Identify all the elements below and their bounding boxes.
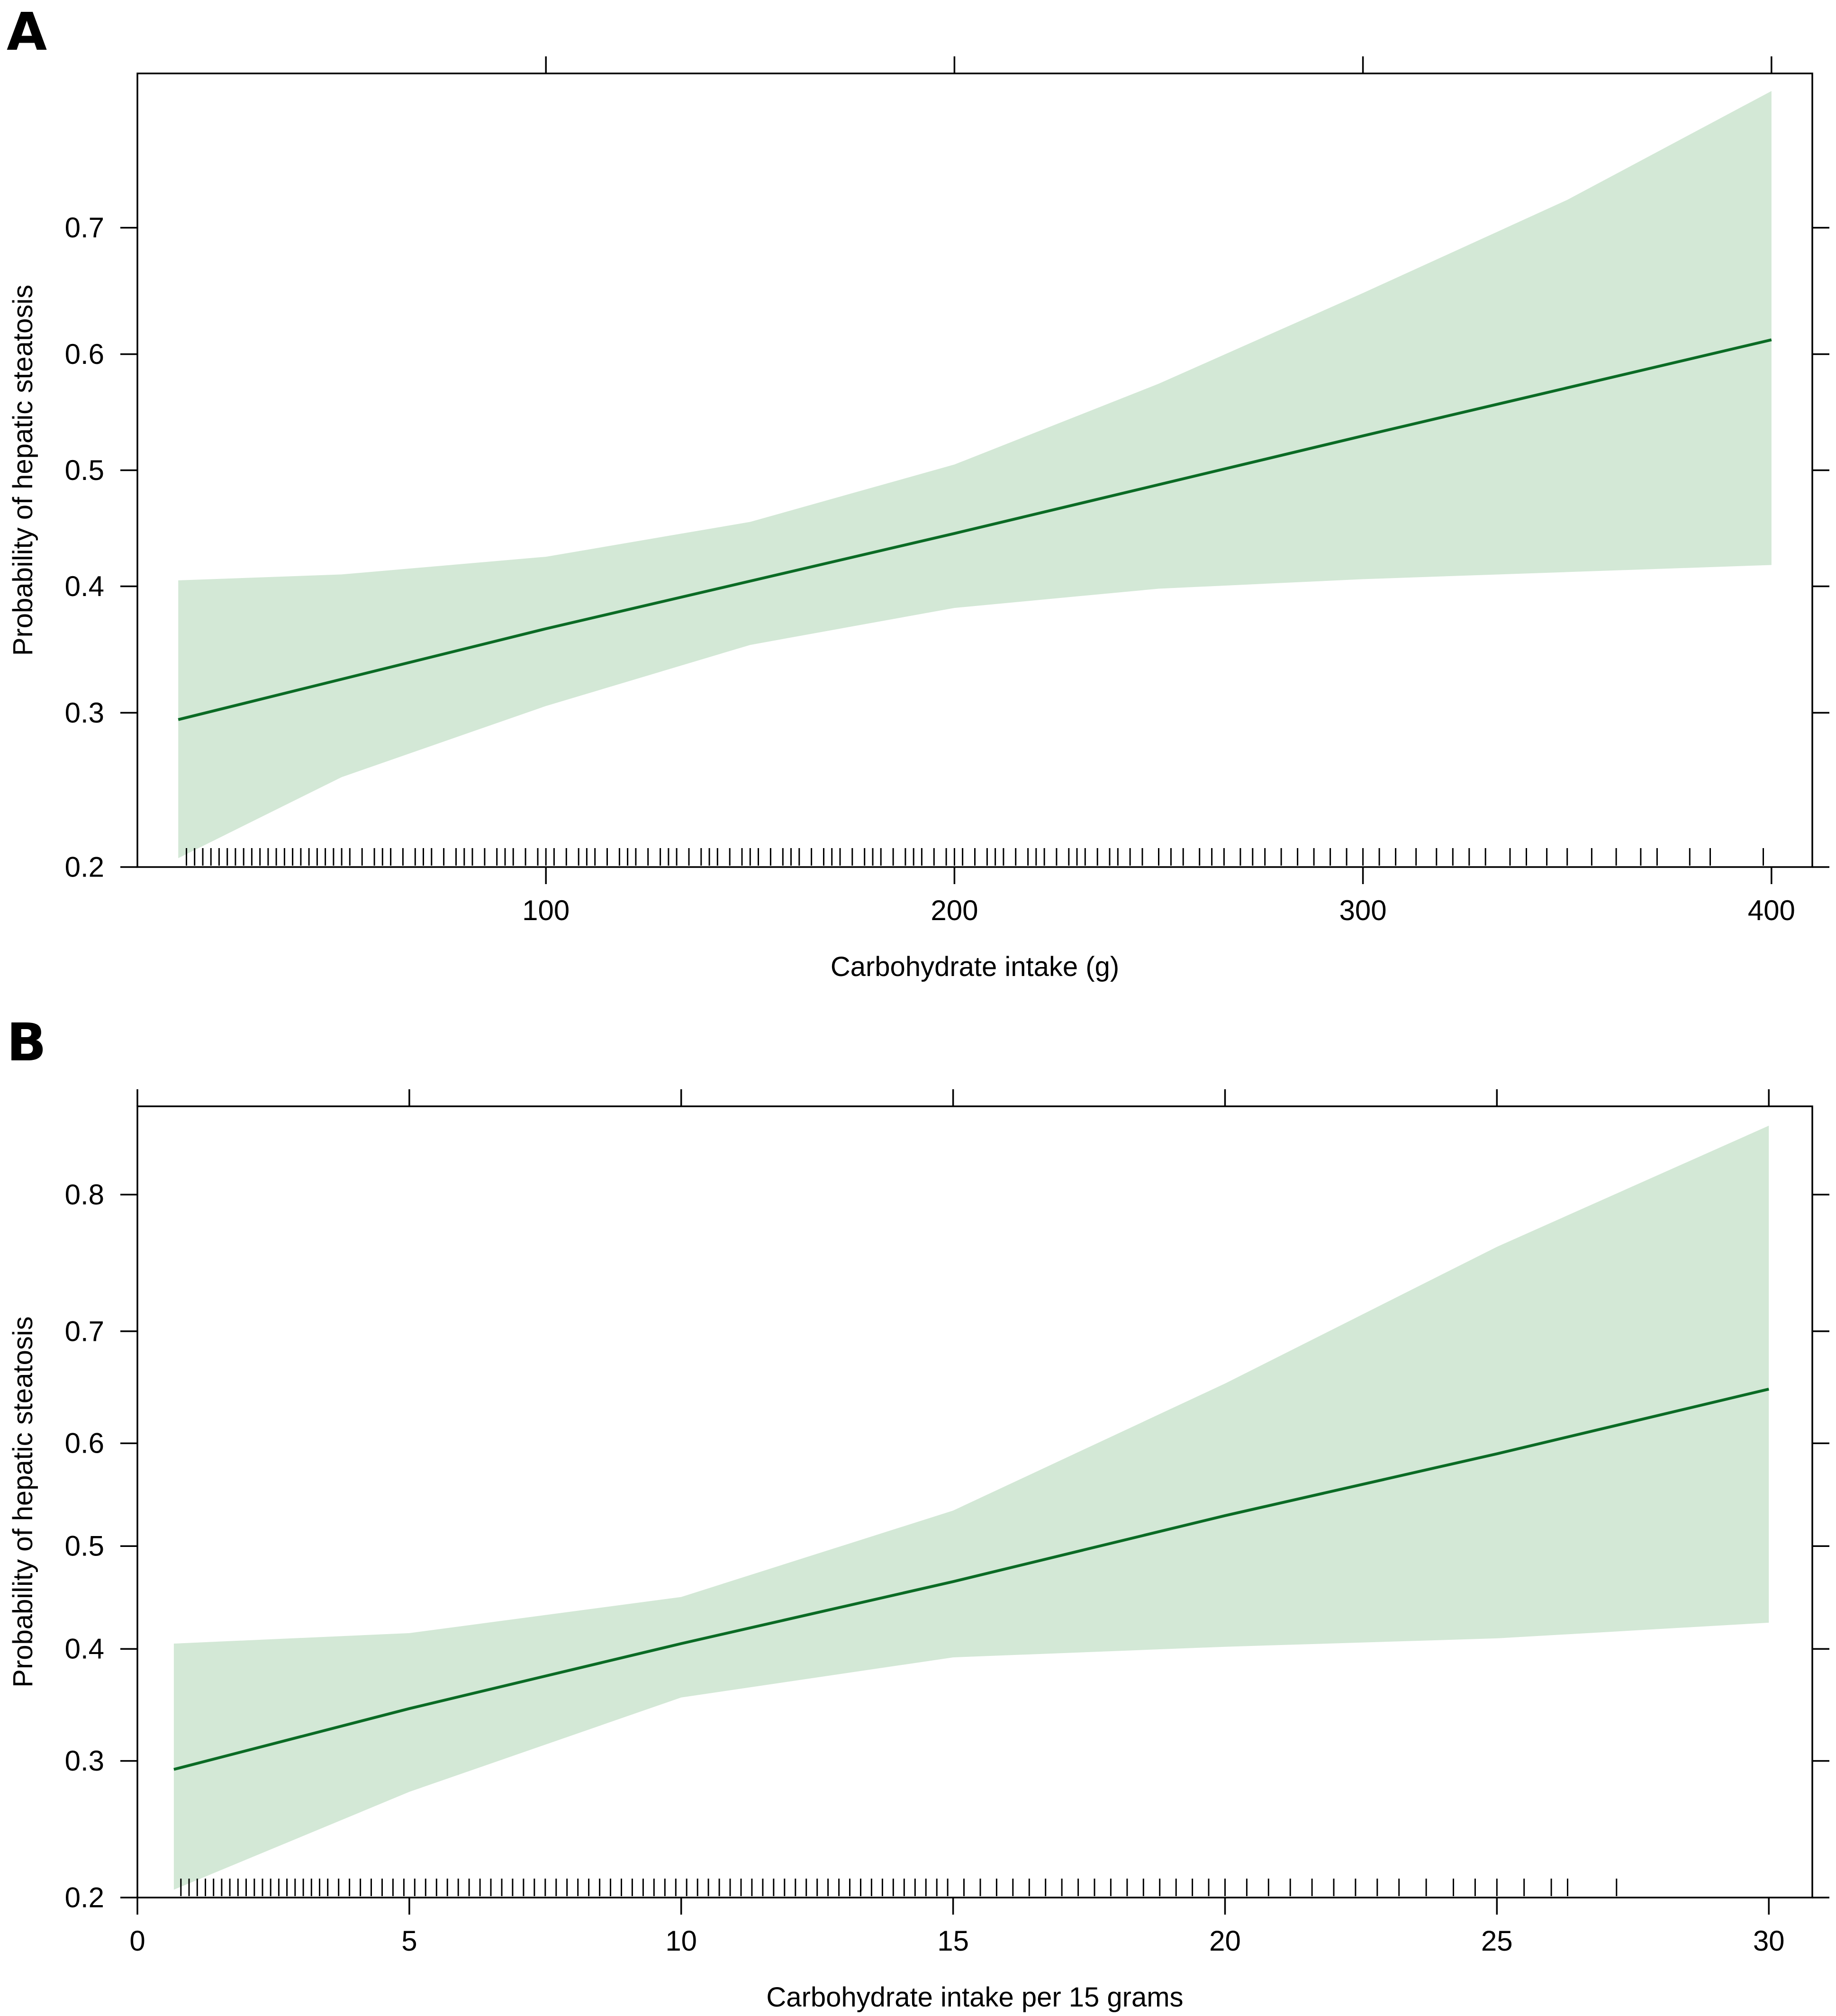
panel-b: B 0 5 10 15 20 25 30 0.2 0.3 0.4 0.5 0.6 0.7 0.8 Carb…: [7, 1012, 1829, 2013]
fit-line: [178, 338, 1772, 721]
x-axis-label-b: Carbohydrate intake per 15 grams: [766, 1982, 1183, 2013]
x-tick-label: 100: [522, 895, 570, 926]
y-tick-label: 0.2: [65, 1882, 104, 1914]
y-tick-label: 0.2: [65, 851, 104, 883]
y-tick-label: 0.4: [65, 1633, 104, 1665]
y-tick-label: 0.6: [65, 1428, 104, 1459]
x-tick-label: 20: [1209, 1925, 1241, 1957]
fit-line: [173, 1387, 1769, 1771]
y-tick-label: 0.6: [65, 338, 104, 370]
x-tick-label: 5: [401, 1925, 417, 1957]
y-axis-label-b: Probability of hepatic steatosis: [8, 1316, 38, 1687]
x-tick-label: 0: [129, 1925, 145, 1957]
panel-letter-a: A: [7, 1, 47, 62]
y-tick-label: 0.3: [65, 697, 104, 729]
confidence-band: [173, 1125, 1769, 1890]
axis-ticks-b: 0 5 10 15 20 25 30 0.2 0.3 0.4 0.5 0.6 0.7 0.8: [65, 1089, 1829, 1957]
y-tick-label: 0.7: [65, 1315, 104, 1347]
y-tick-label: 0.5: [65, 1530, 104, 1562]
rug-a: [186, 848, 1764, 866]
panel-a: A 100 200 300 400 0.2 0.3 0.4 0.5 0.6 0.7 Carbohy…: [7, 1, 1829, 982]
x-tick-label: 400: [1748, 895, 1795, 926]
y-tick-label: 0.5: [65, 454, 104, 486]
x-axis-label-a: Carbohydrate intake (g): [831, 951, 1119, 982]
y-tick-label: 0.4: [65, 570, 104, 602]
y-axis-label-a: Probability of hepatic steatosis: [8, 285, 38, 656]
confidence-band: [178, 91, 1772, 859]
x-tick-label: 10: [665, 1925, 697, 1957]
x-tick-label: 30: [1753, 1925, 1785, 1957]
x-tick-label: 300: [1339, 895, 1387, 926]
plot-frame-b: [136, 1105, 1813, 1898]
y-tick-label: 0.3: [65, 1745, 104, 1777]
x-tick-label: 200: [931, 895, 978, 926]
axis-ticks-a: 100 200 300 400 0.2 0.3 0.4 0.5 0.6 0.7: [65, 56, 1829, 926]
y-tick-label: 0.7: [65, 212, 104, 244]
x-tick-label: 25: [1481, 1925, 1513, 1957]
y-tick-label: 0.8: [65, 1179, 104, 1211]
rug-b: [180, 1879, 1618, 1896]
panel-letter-b: B: [7, 1012, 46, 1073]
x-tick-label: 15: [937, 1925, 969, 1957]
